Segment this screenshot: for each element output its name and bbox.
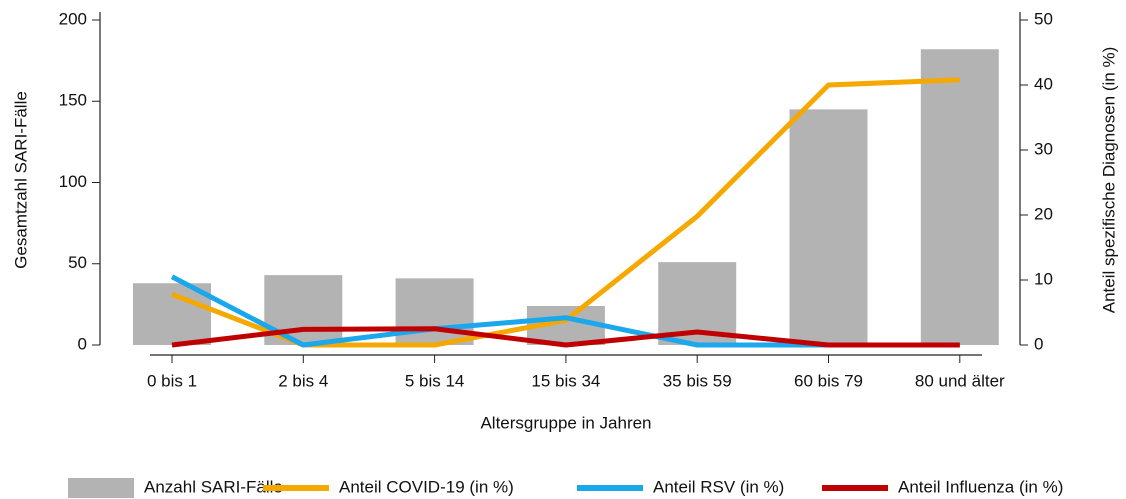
- x-tick-label: 2 bis 4: [278, 371, 328, 390]
- x-tick-label: 60 bis 79: [794, 371, 863, 390]
- y2-tick-label: 20: [1034, 204, 1053, 223]
- x-tick-label: 15 bis 34: [531, 371, 600, 390]
- line: [171, 326, 960, 348]
- y2-tick-label: 0: [1034, 334, 1043, 353]
- y2-tick-label: 30: [1034, 139, 1053, 158]
- legend-label: Anteil Influenza (in %): [898, 477, 1063, 496]
- bar: [395, 278, 474, 345]
- x-tick-label: 35 bis 59: [663, 371, 732, 390]
- y-tick-label: 0: [78, 334, 87, 353]
- y-tick-label: 150: [59, 91, 87, 110]
- y-tick-label: 50: [68, 253, 87, 272]
- bar: [920, 49, 999, 345]
- y2-axis-title: Anteil spezifische Diagnosen (in %): [1099, 47, 1118, 313]
- y-tick-label: 200: [59, 9, 87, 28]
- legend-label: Anteil COVID-19 (in %): [339, 477, 514, 496]
- x-tick-label: 80 und älter: [915, 371, 1005, 390]
- y2-tick-label: 50: [1034, 9, 1053, 28]
- y-axis-title: Gesamtzahl SARI-Fälle: [11, 91, 30, 269]
- legend-swatch: [68, 478, 134, 498]
- y2-tick-label: 40: [1034, 74, 1053, 93]
- bar: [789, 109, 868, 345]
- y-tick-label: 100: [59, 172, 87, 191]
- x-axis-title: Altersgruppe in Jahren: [480, 413, 651, 432]
- x-tick-label: 5 bis 14: [405, 371, 465, 390]
- x-tick-label: 0 bis 1: [147, 371, 197, 390]
- legend-label: Anzahl SARI-Fälle: [144, 477, 283, 496]
- legend-label: Anteil RSV (in %): [653, 477, 784, 496]
- y2-tick-label: 10: [1034, 269, 1053, 288]
- bar: [133, 283, 211, 345]
